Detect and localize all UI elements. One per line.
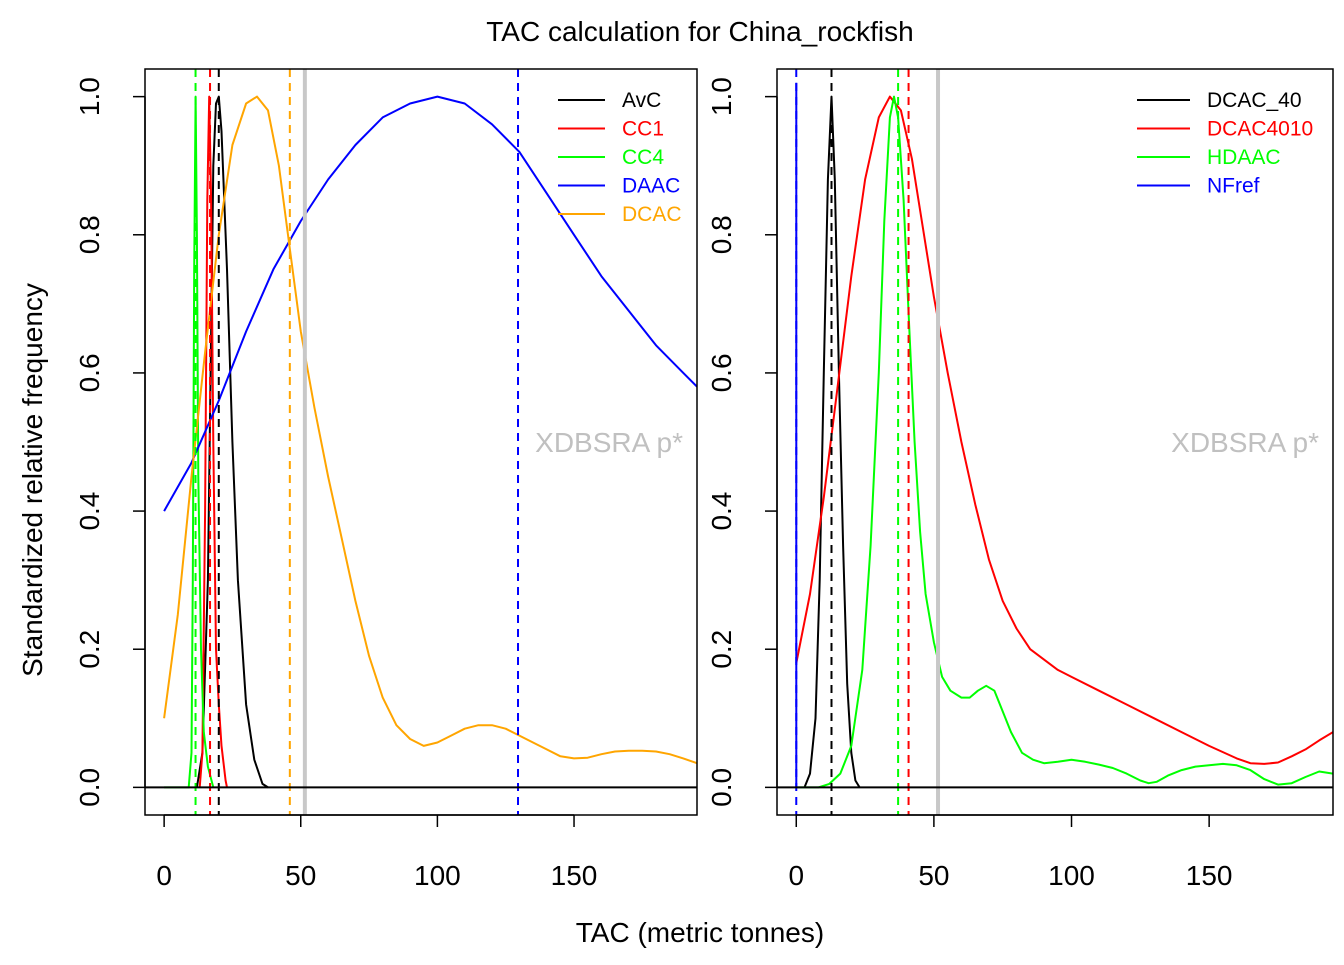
y-axis-title: Standardized relative frequency (17, 283, 48, 677)
series-line-AvC (195, 95, 269, 789)
x-tick-label: 100 (414, 860, 461, 891)
y-tick-label: 1.0 (706, 77, 737, 116)
y-tick-label: 0.0 (74, 768, 105, 807)
legend-label-DCAC: DCAC (622, 203, 682, 226)
series-line-DCAC (163, 95, 697, 765)
x-tick-label: 150 (551, 860, 598, 891)
legend-label-DCAC_40: DCAC_40 (1207, 89, 1302, 112)
right-panel: 0 50 100 150 0.0 0.2 0.4 0.6 0.8 1.0 DCAC_40 DCAC40… (706, 68, 1334, 891)
y-tick-label: 0.8 (706, 215, 737, 254)
legend-label-AvC: AvC (622, 89, 661, 112)
x-tick-label: 100 (1048, 860, 1095, 891)
legend-label-CC4: CC4 (622, 146, 664, 169)
x-tick-label: 150 (1186, 860, 1233, 891)
y-tick-label: 1.0 (74, 77, 105, 116)
x-tick-label: 0 (788, 860, 804, 891)
y-tick-label: 0.4 (74, 492, 105, 531)
y-tick-label: 0.4 (706, 492, 737, 531)
series-line-DCAC4010 (795, 95, 1333, 765)
series-line-CC4 (164, 95, 215, 789)
x-tick-label: 0 (156, 860, 172, 891)
watermark-text: XDBSRA p* (1171, 427, 1319, 458)
y-tick-label: 0.8 (74, 215, 105, 254)
y-tick-label: 0.6 (706, 353, 737, 392)
legend-label-DAAC: DAAC (622, 175, 680, 198)
y-tick-label: 0.2 (706, 630, 737, 669)
series-line-DAAC (163, 95, 697, 512)
series-line-DCAC_40 (803, 95, 861, 788)
series-line-CC1 (198, 95, 228, 788)
legend-label-CC1: CC1 (622, 118, 664, 141)
left-panel: 0 50 100 150 0.0 0.2 0.4 0.6 0.8 1.0 AvC CC1 CC4 DAAC… (74, 68, 698, 891)
y-tick-label: 0.2 (74, 630, 105, 669)
x-tick-label: 50 (285, 860, 316, 891)
legend-label-DCAC4010: DCAC4010 (1207, 118, 1313, 141)
y-tick-label: 0.6 (74, 353, 105, 392)
watermark-text: XDBSRA p* (535, 427, 683, 458)
series-line-HDAAC (796, 95, 1333, 789)
y-tick-label: 0.0 (706, 768, 737, 807)
left-plot-area (145, 69, 697, 815)
x-tick-label: 50 (918, 860, 949, 891)
right-plot-area (777, 69, 1333, 815)
legend-label-NFref: NFref (1207, 175, 1260, 198)
x-axis-title: TAC (metric tonnes) (576, 917, 824, 948)
legend-label-HDAAC: HDAAC (1207, 146, 1281, 169)
chart-title: TAC calculation for China_rockfish (486, 16, 913, 47)
